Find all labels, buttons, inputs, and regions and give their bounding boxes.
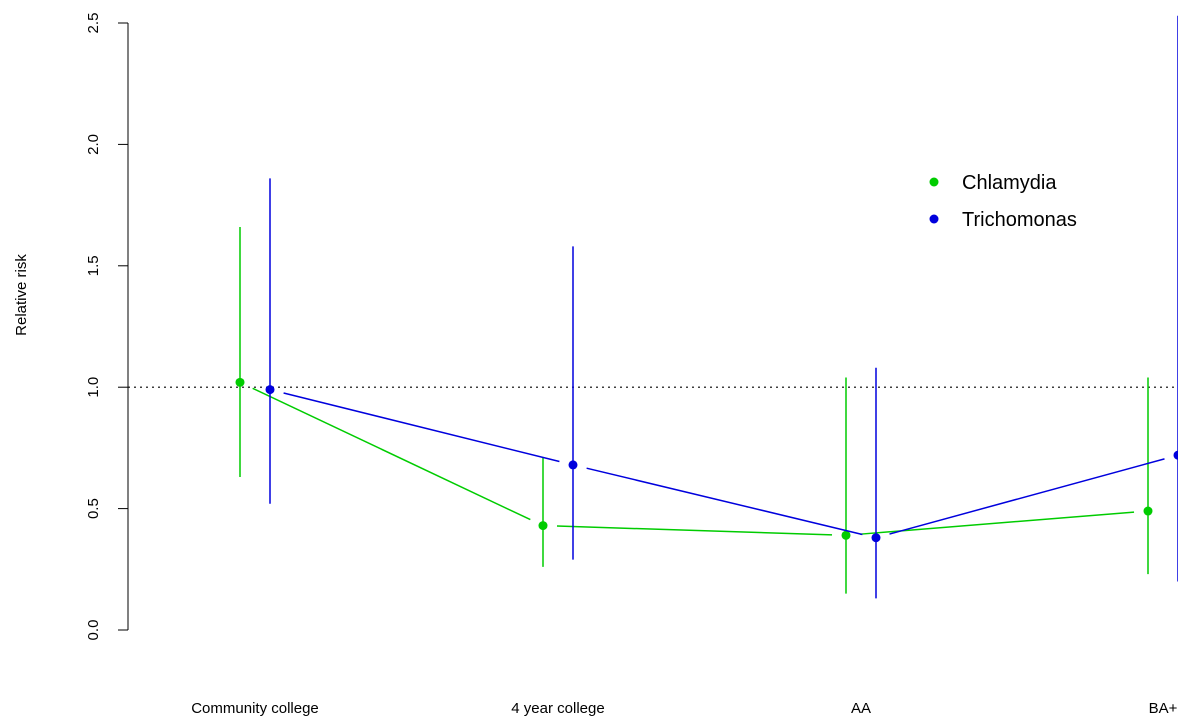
series-line-segment xyxy=(889,458,1165,535)
series-line-segment xyxy=(556,525,833,536)
legend-label: Chlamydia xyxy=(962,172,1057,194)
legend-marker xyxy=(929,214,939,224)
series-line-segment xyxy=(859,511,1135,535)
series-chlamydia xyxy=(235,226,1153,594)
x-axis-labels: Community college 4 year college AA BA+ xyxy=(191,700,1177,717)
data-point xyxy=(235,377,245,387)
y-tick-label: 1.0 xyxy=(85,377,102,398)
data-point xyxy=(871,533,881,543)
y-tick-label: 0.0 xyxy=(85,620,102,641)
legend-label: Trichomonas xyxy=(962,209,1077,231)
legend: Chlamydia Trichomonas xyxy=(929,172,1077,231)
series-line-segment xyxy=(252,387,531,521)
y-axis: 0.0 0.5 1.0 1.5 2.0 2.5 xyxy=(85,13,129,641)
data-point xyxy=(538,521,548,531)
y-axis-label: Relative risk xyxy=(13,254,30,336)
data-point xyxy=(841,530,851,540)
legend-marker xyxy=(929,177,939,187)
y-tick-label: 0.5 xyxy=(85,498,102,519)
data-point xyxy=(568,460,578,470)
x-tick-label: BA+ xyxy=(1149,700,1178,717)
y-tick-label: 2.5 xyxy=(85,13,102,34)
series-line-segment xyxy=(586,467,863,536)
data-point xyxy=(1173,450,1178,460)
plot-area xyxy=(128,15,1178,599)
series-trichomonas xyxy=(265,15,1178,599)
x-tick-label: AA xyxy=(851,700,871,717)
x-tick-label: 4 year college xyxy=(511,700,604,717)
series-line-segment xyxy=(283,392,560,463)
y-tick-label: 1.5 xyxy=(85,255,102,276)
data-point xyxy=(265,385,275,395)
y-tick-label: 2.0 xyxy=(85,134,102,155)
x-tick-label: Community college xyxy=(191,700,319,717)
data-point xyxy=(1143,506,1153,516)
